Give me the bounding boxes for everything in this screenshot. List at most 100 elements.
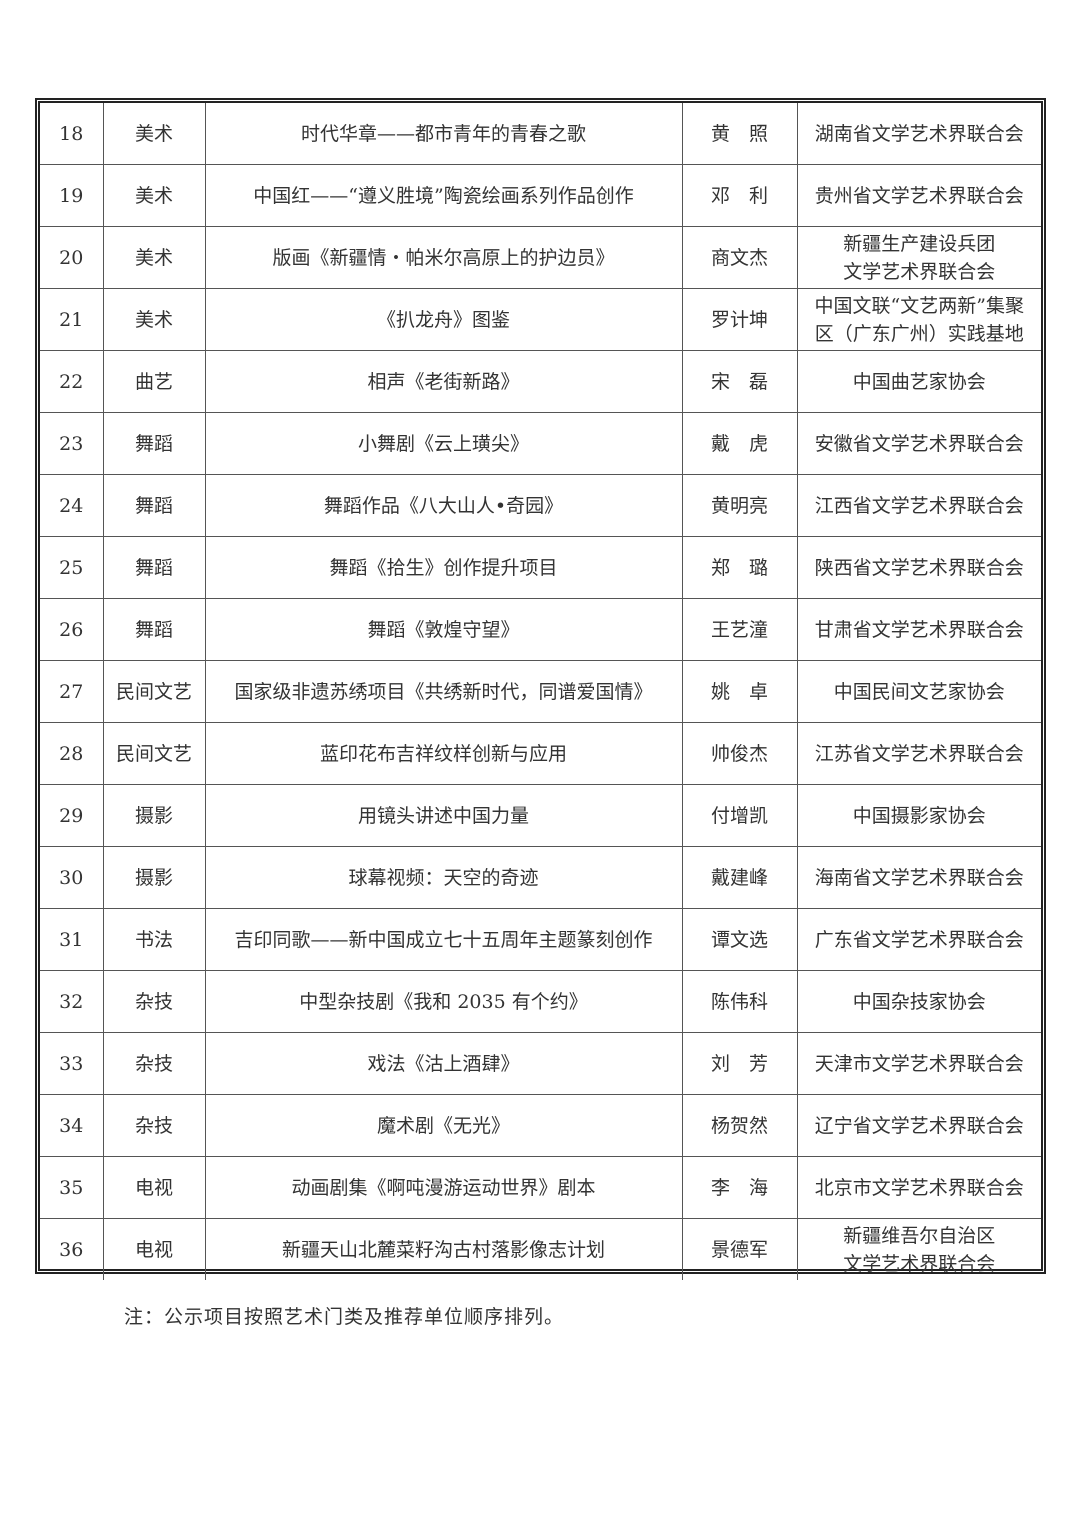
- table-row: 25 舞蹈 舞蹈《拾生》创作提升项目郑 璐陕西省文学艺术界联合会: [40, 536, 1041, 599]
- project-name-cell: 舞蹈作品《八大山人•奇园》: [204, 474, 683, 537]
- table-row: 27 民间文艺 国家级非遗苏绣项目《共绣新时代，同谱爱国情》姚 卓中国民间文艺家协会: [40, 660, 1041, 723]
- project-name-cell: 球幕视频：天空的奇迹: [204, 846, 683, 909]
- recommending-unit-cell: 江西省文学艺术界联合会: [796, 474, 1041, 537]
- project-name-cell: 吉印同歌——新中国成立七十五周年主题篆刻创作: [204, 908, 683, 971]
- project-name-cell: 国家级非遗苏绣项目《共绣新时代，同谱爱国情》: [204, 660, 683, 723]
- row-number-cell: 33: [40, 1032, 104, 1095]
- project-name-cell: 中型杂技剧《我和 2035 有个约》: [204, 970, 683, 1033]
- footnote: 注：公示项目按照艺术门类及推荐单位顺序排列。: [124, 1306, 565, 1328]
- applicant-name-cell: 刘 芳: [681, 1032, 798, 1095]
- table-row: 20 美术 版画《新疆情・帕米尔高原上的护边员》 商文杰 新疆生产建设兵团 文学艺术界联…: [40, 226, 1041, 289]
- table-row: 33 杂技 戏法《沽上酒肆》刘 芳天津市文学艺术界联合会: [40, 1032, 1041, 1095]
- applicant-name-cell: 帅俊杰: [681, 722, 798, 785]
- recommending-unit-cell: 湖南省文学艺术界联合会: [796, 103, 1041, 165]
- applicant-name-cell: 戴建峰: [681, 846, 798, 909]
- table-row: 34 杂技 魔术剧《无光》 杨贺然 辽宁省文学艺术界联合会: [40, 1094, 1041, 1157]
- project-name-cell: 小舞剧《云上璜尖》: [204, 412, 683, 475]
- art-category-cell: 舞蹈: [102, 598, 206, 661]
- art-category-cell: 曲艺: [102, 350, 206, 413]
- applicant-name-cell: 商文杰: [681, 226, 798, 289]
- project-name-cell: 《扒龙舟》图鉴: [204, 288, 683, 351]
- recommending-unit-cell: 广东省文学艺术界联合会: [796, 908, 1041, 971]
- row-number-cell: 21: [40, 288, 104, 351]
- applicant-name-cell: 黄明亮: [681, 474, 798, 537]
- row-number-cell: 36: [40, 1218, 104, 1280]
- project-name-cell: 版画《新疆情・帕米尔高原上的护边员》: [204, 226, 683, 289]
- recommending-unit-cell: 辽宁省文学艺术界联合会: [796, 1094, 1041, 1157]
- table-row: 29 摄影 用镜头讲述中国力量 付增凯 中国摄影家协会: [40, 784, 1041, 847]
- art-category-cell: 美术: [102, 288, 206, 351]
- table-row: 19 美术 中国红——“遵义胜境”陶瓷绘画系列作品创作邓 利贵州省文学艺术界联合会: [40, 164, 1041, 227]
- art-category-cell: 民间文艺: [102, 722, 206, 785]
- table-row: 18 美术 时代华章——都市青年的青春之歌黄 照湖南省文学艺术界联合会: [40, 103, 1041, 165]
- applicant-name-cell: 黄 照: [681, 103, 798, 165]
- art-category-cell: 舞蹈: [102, 536, 206, 599]
- table-row: 21 美术 《扒龙舟》图鉴 罗计坤 中国文联“文艺两新”集聚 区（广东广州）实践基地: [40, 288, 1041, 351]
- project-name-cell: 用镜头讲述中国力量: [204, 784, 683, 847]
- art-category-cell: 舞蹈: [102, 474, 206, 537]
- row-number-cell: 30: [40, 846, 104, 909]
- row-number-cell: 28: [40, 722, 104, 785]
- applicant-name-cell: 王艺潼: [681, 598, 798, 661]
- art-category-cell: 电视: [102, 1218, 206, 1280]
- row-number-cell: 19: [40, 164, 104, 227]
- table-row: 30 摄影 球幕视频：天空的奇迹 戴建峰 海南省文学艺术界联合会: [40, 846, 1041, 909]
- project-name-cell: 动画剧集《啊吨漫游运动世界》剧本: [204, 1156, 683, 1219]
- art-category-cell: 杂技: [102, 1094, 206, 1157]
- table-row: 28 民间文艺 蓝印花布吉祥纹样创新与应用 帅俊杰 江苏省文学艺术界联合会: [40, 722, 1041, 785]
- applicant-name-cell: 陈伟科: [681, 970, 798, 1033]
- project-name-cell: 时代华章——都市青年的青春之歌: [204, 103, 683, 165]
- table-row: 23 舞蹈 小舞剧《云上璜尖》戴 虎安徽省文学艺术界联合会: [40, 412, 1041, 475]
- art-category-cell: 摄影: [102, 846, 206, 909]
- applicant-name-cell: 谭文选: [681, 908, 798, 971]
- applicant-name-cell: 付增凯: [681, 784, 798, 847]
- art-category-cell: 民间文艺: [102, 660, 206, 723]
- art-category-cell: 美术: [102, 103, 206, 165]
- recommending-unit-cell: 中国杂技家协会: [796, 970, 1041, 1033]
- recommending-unit-cell: 江苏省文学艺术界联合会: [796, 722, 1041, 785]
- recommending-unit-cell: 海南省文学艺术界联合会: [796, 846, 1041, 909]
- recommending-unit-cell: 中国文联“文艺两新”集聚 区（广东广州）实践基地: [796, 288, 1041, 351]
- applicant-name-cell: 杨贺然: [681, 1094, 798, 1157]
- recommending-unit-cell: 甘肃省文学艺术界联合会: [796, 598, 1041, 661]
- project-name-cell: 相声《老街新路》: [204, 350, 683, 413]
- art-category-cell: 书法: [102, 908, 206, 971]
- recommending-unit-cell: 北京市文学艺术界联合会: [796, 1156, 1041, 1219]
- recommending-unit-cell: 中国民间文艺家协会: [796, 660, 1041, 723]
- recommending-unit-cell: 天津市文学艺术界联合会: [796, 1032, 1041, 1095]
- row-number-cell: 35: [40, 1156, 104, 1219]
- row-number-cell: 24: [40, 474, 104, 537]
- project-name-cell: 新疆天山北麓菜籽沟古村落影像志计划: [204, 1218, 683, 1280]
- row-number-cell: 22: [40, 350, 104, 413]
- project-name-cell: 魔术剧《无光》: [204, 1094, 683, 1157]
- row-number-cell: 31: [40, 908, 104, 971]
- recommending-unit-cell: 中国曲艺家协会: [796, 350, 1041, 413]
- recommending-unit-cell: 新疆生产建设兵团 文学艺术界联合会: [796, 226, 1041, 289]
- recommending-unit-cell: 安徽省文学艺术界联合会: [796, 412, 1041, 475]
- applicant-name-cell: 郑 璐: [681, 536, 798, 599]
- project-name-cell: 戏法《沽上酒肆》: [204, 1032, 683, 1095]
- table-row: 31 书法 吉印同歌——新中国成立七十五周年主题篆刻创作 谭文选 广东省文学艺术界联合会: [40, 908, 1041, 971]
- art-category-cell: 美术: [102, 226, 206, 289]
- table-row: 35 电视 动画剧集《啊吨漫游运动世界》剧本李 海北京市文学艺术界联合会: [40, 1156, 1041, 1219]
- row-number-cell: 23: [40, 412, 104, 475]
- table-row: 24 舞蹈 舞蹈作品《八大山人•奇园》 黄明亮 江西省文学艺术界联合会: [40, 474, 1041, 537]
- applicant-name-cell: 姚 卓: [681, 660, 798, 723]
- row-number-cell: 32: [40, 970, 104, 1033]
- row-number-cell: 34: [40, 1094, 104, 1157]
- project-name-cell: 舞蹈《敦煌守望》: [204, 598, 683, 661]
- art-category-cell: 美术: [102, 164, 206, 227]
- project-name-cell: 舞蹈《拾生》创作提升项目: [204, 536, 683, 599]
- applicant-name-cell: 景德军: [681, 1218, 798, 1280]
- applicant-name-cell: 戴 虎: [681, 412, 798, 475]
- row-number-cell: 25: [40, 536, 104, 599]
- applicant-name-cell: 邓 利: [681, 164, 798, 227]
- row-number-cell: 20: [40, 226, 104, 289]
- recommending-unit-cell: 贵州省文学艺术界联合会: [796, 164, 1041, 227]
- art-category-cell: 摄影: [102, 784, 206, 847]
- row-number-cell: 26: [40, 598, 104, 661]
- project-name-cell: 中国红——“遵义胜境”陶瓷绘画系列作品创作: [204, 164, 683, 227]
- applicant-name-cell: 宋 磊: [681, 350, 798, 413]
- project-table: 18 美术 时代华章——都市青年的青春之歌黄 照湖南省文学艺术界联合会 19 美术 中国红…: [35, 98, 1046, 1280]
- art-category-cell: 杂技: [102, 1032, 206, 1095]
